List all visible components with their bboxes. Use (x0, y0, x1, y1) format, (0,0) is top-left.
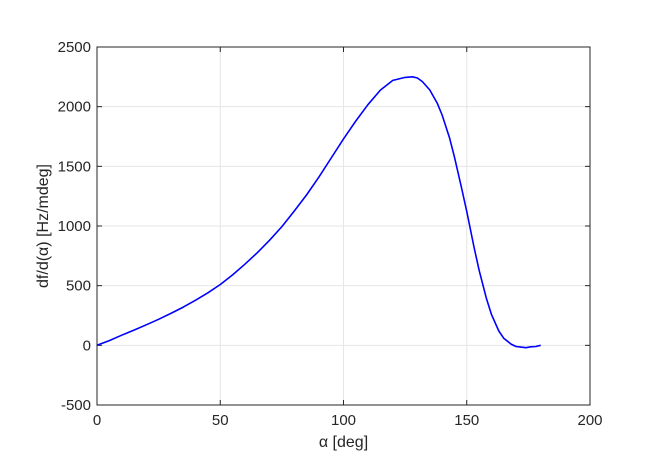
y-tick-label: -500 (61, 397, 91, 414)
y-tick-label: 2000 (58, 99, 91, 116)
y-tick-label: 500 (66, 278, 91, 295)
y-tick-label: 2500 (58, 39, 91, 56)
x-axis-label: α [deg] (319, 434, 368, 451)
y-axis-label: df/d(α) [Hz/mdeg] (35, 164, 52, 288)
x-tick-label: 100 (331, 412, 356, 429)
x-tick-label: 50 (212, 412, 229, 429)
y-tick-label: 0 (83, 337, 91, 354)
x-tick-label: 200 (577, 412, 602, 429)
series-layer (96, 76, 541, 349)
x-tick-label: 150 (454, 412, 479, 429)
y-tick-label: 1000 (58, 218, 91, 235)
x-tick-label: 0 (93, 412, 101, 429)
y-tick-label: 1500 (58, 158, 91, 175)
series-line-0 (96, 76, 541, 349)
